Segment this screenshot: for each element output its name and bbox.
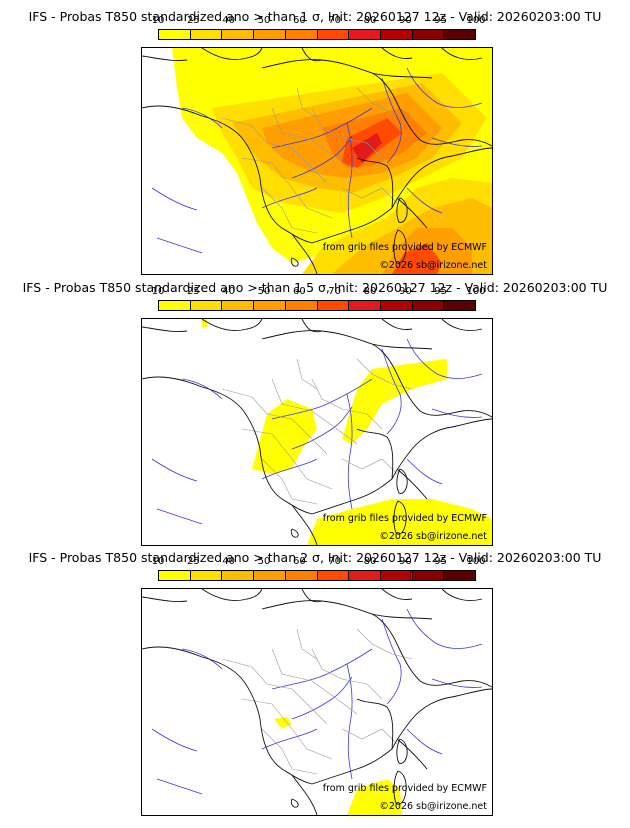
colorbar-segment	[349, 30, 381, 39]
colorbar-tick-label: 80	[363, 286, 377, 297]
colorbar-segment	[285, 301, 318, 310]
colorbar-segment	[254, 30, 286, 39]
map-canvas	[142, 589, 492, 815]
colorbar-segment	[190, 571, 223, 580]
panel-title: IFS - Probas T850 standardized ano > tha…	[28, 550, 602, 565]
colorbar-tick-label: 25	[186, 556, 200, 567]
colorbar-tick-label: 95	[434, 556, 448, 567]
colorbar-tick-label: 80	[363, 556, 377, 567]
colorbar-tick-label: 90	[398, 15, 412, 26]
colorbar-ticks: 10 25 40 50 60 70 80 90 95 100	[152, 556, 486, 570]
colorbar-tick-label: 10	[151, 286, 165, 297]
source-credit: from grib files provided by ECMWF	[322, 242, 487, 253]
colorbar-segment	[444, 571, 476, 580]
colorbar	[158, 300, 476, 311]
colorbar-tick-label: 70	[328, 556, 342, 567]
colorbar	[158, 570, 476, 581]
colorbar-tick-label: 90	[398, 286, 412, 297]
colorbar-tick-label: 90	[398, 556, 412, 567]
colorbar-segment	[444, 301, 476, 310]
copyright: ©2026 sb@irizone.net	[379, 260, 487, 271]
colorbar-segment	[159, 30, 191, 39]
colorbar-tick-label: 25	[186, 15, 200, 26]
source-credit: from grib files provided by ECMWF	[322, 513, 487, 524]
colorbar-tick-label: 60	[292, 286, 306, 297]
colorbar-tick-label: 100	[466, 556, 486, 567]
colorbar-tick-label: 95	[434, 15, 448, 26]
colorbar-ticks: 10 25 40 50 60 70 80 90 95 100	[152, 286, 486, 300]
colorbar-tick-label: 60	[292, 556, 306, 567]
colorbar-segment	[380, 301, 413, 310]
colorbar-tick-label: 50	[257, 15, 271, 26]
colorbar-segment	[317, 30, 350, 39]
colorbar-segment	[222, 571, 255, 580]
colorbar-tick-label: 100	[466, 286, 486, 297]
colorbar-segment	[380, 571, 413, 580]
probability-field	[172, 48, 492, 274]
panel-2: IFS - Probas T850 standardized ano > tha…	[0, 271, 630, 546]
colorbar-segment	[190, 30, 223, 39]
colorbar-segment	[412, 301, 445, 310]
colorbar-segment	[412, 571, 445, 580]
panel-title: IFS - Probas T850 standardized ano > tha…	[22, 280, 608, 295]
colorbar-segment	[412, 30, 445, 39]
colorbar-segment	[349, 301, 381, 310]
colorbar-tick-label: 50	[257, 556, 271, 567]
colorbar-segment	[317, 301, 350, 310]
source-credit: from grib files provided by ECMWF	[322, 783, 487, 794]
colorbar-ticks: 10 25 40 50 60 70 80 90 95 100	[152, 15, 486, 29]
probability-field	[202, 319, 492, 545]
colorbar-tick-label: 40	[222, 556, 236, 567]
probability-map: from grib files provided by ECMWF ©2026 …	[141, 47, 493, 275]
colorbar-tick-label: 70	[328, 15, 342, 26]
colorbar-tick-label: 80	[363, 15, 377, 26]
colorbar-segment	[254, 571, 286, 580]
panel-3: IFS - Probas T850 standardized ano > tha…	[0, 541, 630, 816]
colorbar-segment	[380, 30, 413, 39]
colorbar-segment	[222, 301, 255, 310]
colorbar-segment	[285, 571, 318, 580]
probability-map: from grib files provided by ECMWF ©2026 …	[141, 588, 493, 816]
panel-1: IFS - Probas T850 standardized ano > tha…	[0, 0, 630, 275]
colorbar-segment	[444, 30, 476, 39]
colorbar-segment	[285, 30, 318, 39]
colorbar-tick-label: 40	[222, 286, 236, 297]
colorbar-segment	[317, 571, 350, 580]
map-canvas	[142, 319, 492, 545]
copyright: ©2026 sb@irizone.net	[379, 801, 487, 812]
colorbar-segment	[159, 571, 191, 580]
colorbar-tick-label: 50	[257, 286, 271, 297]
colorbar	[158, 29, 476, 40]
colorbar-tick-label: 10	[151, 556, 165, 567]
colorbar-segment	[222, 30, 255, 39]
panel-title: IFS - Probas T850 standardized ano > tha…	[28, 9, 602, 24]
colorbar-tick-label: 60	[292, 15, 306, 26]
colorbar-tick-label: 70	[328, 286, 342, 297]
colorbar-segment	[349, 571, 381, 580]
colorbar-segment	[159, 301, 191, 310]
probability-map: from grib files provided by ECMWF ©2026 …	[141, 318, 493, 546]
map-canvas	[142, 48, 492, 274]
probability-field	[274, 717, 402, 815]
colorbar-tick-label: 25	[186, 286, 200, 297]
colorbar-tick-label: 100	[466, 15, 486, 26]
colorbar-segment	[254, 301, 286, 310]
colorbar-tick-label: 40	[222, 15, 236, 26]
colorbar-tick-label: 10	[151, 15, 165, 26]
copyright: ©2026 sb@irizone.net	[379, 531, 487, 542]
colorbar-tick-label: 95	[434, 286, 448, 297]
colorbar-segment	[190, 301, 223, 310]
